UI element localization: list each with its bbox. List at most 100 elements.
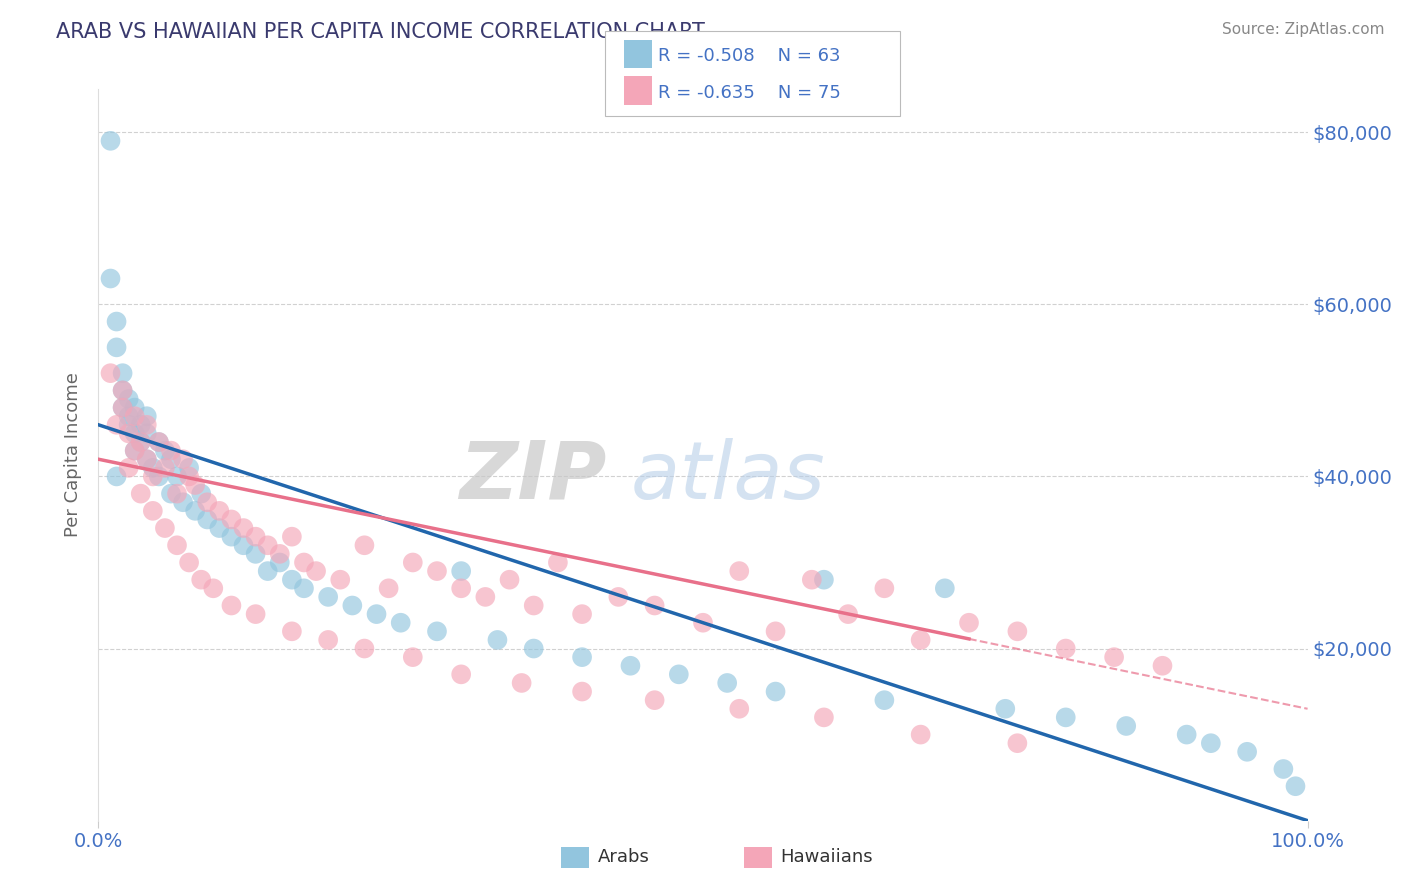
Point — [142, 460, 165, 475]
Point — [153, 521, 176, 535]
Point — [208, 521, 231, 535]
Point — [256, 564, 278, 578]
Point — [118, 460, 141, 475]
Point — [934, 582, 956, 596]
Point — [118, 409, 141, 424]
Point — [547, 556, 569, 570]
Point — [142, 504, 165, 518]
Text: ARAB VS HAWAIIAN PER CAPITA INCOME CORRELATION CHART: ARAB VS HAWAIIAN PER CAPITA INCOME CORRE… — [56, 22, 706, 42]
Y-axis label: Per Capita Income: Per Capita Income — [65, 373, 83, 537]
Point — [232, 521, 254, 535]
Point — [148, 435, 170, 450]
Point — [118, 417, 141, 432]
Point — [111, 384, 134, 398]
Point — [245, 530, 267, 544]
Point — [179, 469, 201, 483]
Point — [316, 590, 339, 604]
Point — [111, 401, 134, 415]
Point — [135, 452, 157, 467]
Point — [1199, 736, 1222, 750]
Point — [135, 452, 157, 467]
Point — [129, 417, 152, 432]
Point — [190, 486, 212, 500]
Point — [105, 469, 128, 483]
Point — [1054, 641, 1077, 656]
Point — [668, 667, 690, 681]
Point — [402, 556, 425, 570]
Point — [179, 460, 201, 475]
Point — [166, 469, 188, 483]
Point — [100, 134, 122, 148]
Point — [450, 667, 472, 681]
Point — [957, 615, 980, 630]
Point — [160, 443, 183, 458]
Point — [105, 340, 128, 354]
Point — [135, 417, 157, 432]
Point — [118, 392, 141, 406]
Point — [202, 582, 225, 596]
Point — [160, 486, 183, 500]
Point — [153, 460, 176, 475]
Point — [523, 641, 546, 656]
Point — [269, 547, 291, 561]
Point — [184, 504, 207, 518]
Point — [716, 676, 738, 690]
Point — [316, 632, 339, 647]
Point — [1007, 624, 1029, 639]
Point — [1054, 710, 1077, 724]
Point — [728, 564, 751, 578]
Point — [910, 632, 932, 647]
Point — [523, 599, 546, 613]
Text: Arabs: Arabs — [598, 848, 650, 866]
Point — [208, 504, 231, 518]
Point — [124, 409, 146, 424]
Point — [389, 615, 412, 630]
Point — [1284, 779, 1306, 793]
Point — [172, 452, 194, 467]
Point — [1102, 650, 1125, 665]
Point — [281, 530, 304, 544]
Point — [644, 599, 666, 613]
Point — [111, 401, 134, 415]
Point — [256, 538, 278, 552]
Point — [195, 512, 218, 526]
Point — [179, 556, 201, 570]
Point — [153, 443, 176, 458]
Point — [498, 573, 520, 587]
Point — [129, 435, 152, 450]
Point — [873, 693, 896, 707]
Point — [281, 573, 304, 587]
Point — [426, 624, 449, 639]
Point — [111, 384, 134, 398]
Point — [571, 684, 593, 698]
Point — [100, 271, 122, 285]
Point — [245, 547, 267, 561]
Point — [1175, 728, 1198, 742]
Point — [135, 426, 157, 441]
Point — [342, 599, 364, 613]
Point — [474, 590, 496, 604]
Point — [1272, 762, 1295, 776]
Text: ZIP: ZIP — [458, 438, 606, 516]
Point — [450, 582, 472, 596]
Point — [510, 676, 533, 690]
Point — [813, 573, 835, 587]
Point — [195, 495, 218, 509]
Point — [377, 582, 399, 596]
Text: R = -0.635    N = 75: R = -0.635 N = 75 — [658, 84, 841, 102]
Point — [148, 435, 170, 450]
Point — [111, 366, 134, 380]
Point — [619, 658, 641, 673]
Point — [166, 538, 188, 552]
Point — [105, 314, 128, 328]
Text: R = -0.508    N = 63: R = -0.508 N = 63 — [658, 47, 841, 65]
Point — [269, 556, 291, 570]
Point — [232, 538, 254, 552]
Point — [1115, 719, 1137, 733]
Point — [644, 693, 666, 707]
Point — [800, 573, 823, 587]
Point — [813, 710, 835, 724]
Point — [402, 650, 425, 665]
Point — [765, 624, 787, 639]
Point — [353, 538, 375, 552]
